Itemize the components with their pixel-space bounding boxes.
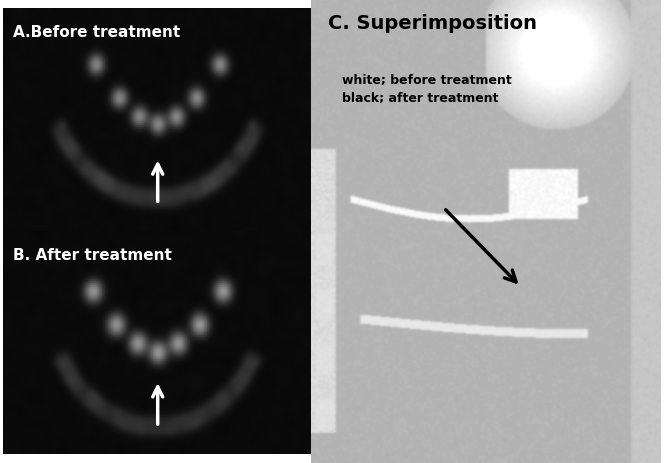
Text: B. After treatment: B. After treatment xyxy=(13,247,171,262)
Text: white; before treatment
black; after treatment: white; before treatment black; after tre… xyxy=(342,74,512,105)
Text: C. Superimposition: C. Superimposition xyxy=(328,14,537,33)
Text: A.Before treatment: A.Before treatment xyxy=(13,25,180,40)
